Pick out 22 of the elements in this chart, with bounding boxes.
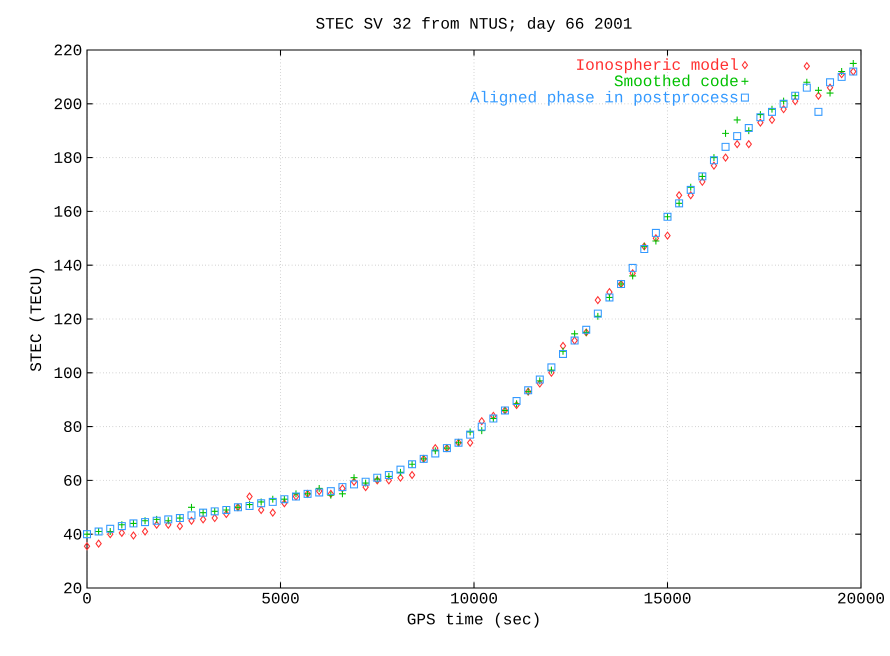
chart-title: STEC SV 32 from NTUS; day 66 2001	[316, 17, 632, 32]
legend-label: Ionospheric model	[577, 58, 738, 74]
x-axis-title: GPS time (sec)	[408, 612, 539, 628]
x-tick-label: 5000	[262, 592, 299, 604]
y-tick-label: 100	[54, 367, 82, 378]
x-tick-label: 0	[83, 592, 91, 604]
y-tick-label: 60	[64, 474, 82, 486]
y-tick-label: 180	[54, 152, 82, 164]
y-tick-label: 20	[64, 582, 82, 594]
y-tick-label: 140	[54, 260, 82, 271]
legend-label: Smoothed code	[614, 74, 738, 86]
x-tick-label: 10000	[451, 592, 498, 604]
y-tick-label: 220	[54, 44, 82, 56]
y-axis-title: STEC (TECU)	[29, 268, 44, 372]
legend-label: Aligned phase in postprocess	[470, 90, 738, 106]
y-tick-label: 120	[54, 314, 82, 324]
x-tick-label: 15000	[644, 592, 691, 604]
x-tick-label: 20000	[838, 592, 884, 604]
y-tick-label: 80	[64, 421, 82, 432]
y-tick-label: 160	[54, 206, 82, 217]
y-tick-label: 200	[54, 98, 82, 110]
y-tick-label: 40	[64, 528, 82, 540]
